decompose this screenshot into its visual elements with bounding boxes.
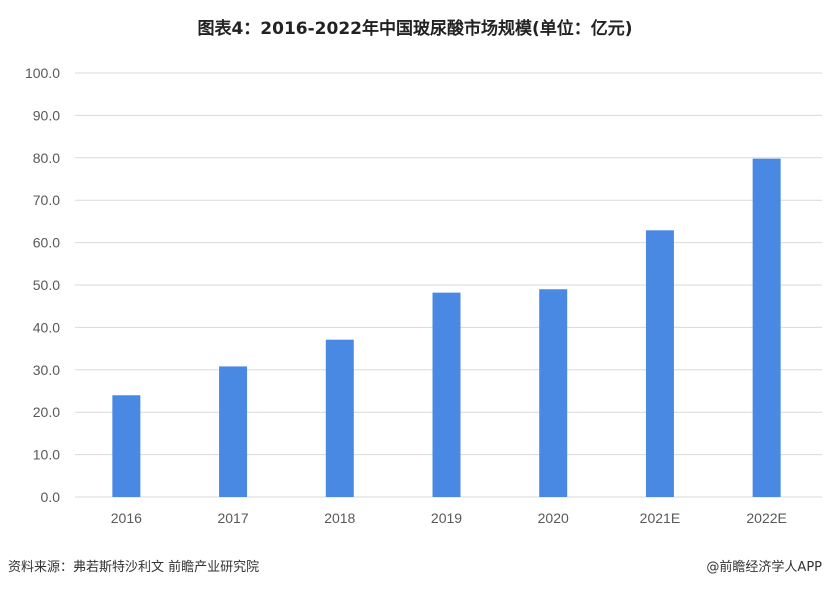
x-tick-label: 2022E bbox=[746, 510, 786, 526]
bar bbox=[219, 366, 248, 497]
y-tick-label: 60.0 bbox=[33, 235, 60, 251]
x-tick-label: 2016 bbox=[111, 510, 142, 526]
y-tick-label: 0.0 bbox=[41, 489, 61, 505]
chart-title: 图表4：2016-2022年中国玻尿酸市场规模(单位：亿元) bbox=[197, 19, 633, 39]
bar bbox=[539, 289, 568, 497]
y-tick-label: 80.0 bbox=[33, 150, 60, 166]
y-tick-label: 20.0 bbox=[33, 404, 60, 420]
y-tick-label: 70.0 bbox=[33, 192, 60, 208]
bar bbox=[645, 230, 674, 497]
bar bbox=[112, 395, 141, 497]
bar bbox=[325, 339, 354, 497]
bar-chart: 0.0 10.0 20.0 30.0 40.0 50.0 60.0 70.0 80.0 90.0 1… bbox=[25, 65, 822, 526]
y-tick-label: 30.0 bbox=[33, 362, 60, 378]
x-tick-label: 2019 bbox=[431, 510, 462, 526]
x-axis-tick-labels: 2016 2017 2018 2019 2020 2021E 2022E bbox=[111, 510, 787, 526]
y-tick-label: 40.0 bbox=[33, 319, 60, 335]
y-tick-label: 10.0 bbox=[33, 447, 60, 463]
source-note: 资料来源：弗若斯特沙利文 前瞻产业研究院 bbox=[8, 560, 260, 575]
x-tick-label: 2017 bbox=[217, 510, 248, 526]
bar bbox=[752, 158, 781, 497]
y-tick-label: 90.0 bbox=[33, 107, 60, 123]
x-tick-label: 2020 bbox=[538, 510, 569, 526]
bar bbox=[432, 292, 461, 497]
x-tick-label: 2018 bbox=[324, 510, 355, 526]
credit-note: @前瞻经济学人APP bbox=[706, 560, 822, 575]
y-axis-tick-labels: 0.0 10.0 20.0 30.0 40.0 50.0 60.0 70.0 80.0 90.0 1… bbox=[25, 65, 60, 505]
y-tick-label: 50.0 bbox=[33, 277, 60, 293]
y-tick-label: 100.0 bbox=[25, 65, 60, 81]
bars bbox=[112, 158, 781, 497]
x-tick-label: 2021E bbox=[640, 510, 680, 526]
